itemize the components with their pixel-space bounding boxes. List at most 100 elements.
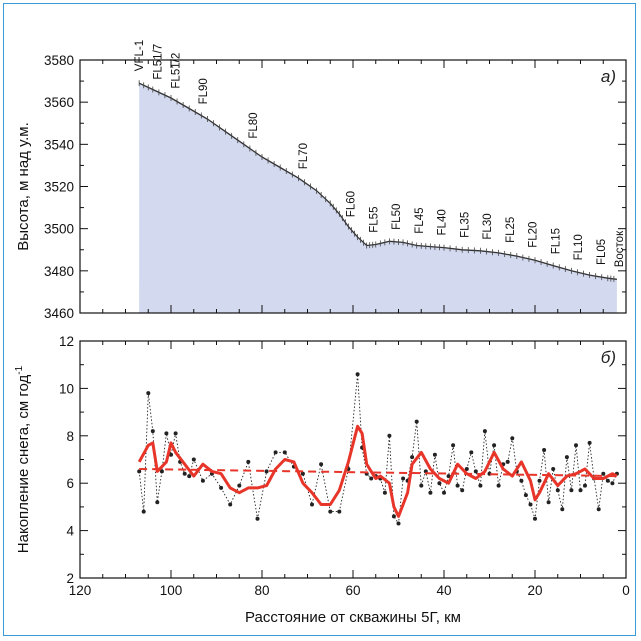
raw-accumulation-point <box>282 450 287 455</box>
raw-accumulation-point <box>605 478 610 483</box>
y-axis-label: Накопление снега, см год-1 <box>14 365 32 553</box>
y-tick-label: 3460 <box>44 306 74 321</box>
raw-accumulation-point <box>228 502 233 507</box>
station-label: FL70 <box>298 143 310 169</box>
raw-accumulation-point <box>396 521 401 526</box>
raw-accumulation-point <box>182 471 187 476</box>
station-label: FL90 <box>198 78 210 104</box>
y-tick-label: 2 <box>66 571 74 586</box>
station-label: FL50 <box>391 204 403 230</box>
x-tick-label: 20 <box>527 583 542 598</box>
raw-accumulation-point <box>555 488 560 493</box>
x-tick-label: 60 <box>345 583 360 598</box>
raw-accumulation-point <box>146 391 151 396</box>
raw-accumulation-point <box>446 474 451 479</box>
station-label: FL20 <box>528 222 540 248</box>
station-label: FL55 <box>368 207 380 233</box>
raw-accumulation-point <box>187 474 192 479</box>
y-tick-label: 3540 <box>44 137 74 152</box>
x-tick-label: 120 <box>69 583 92 598</box>
raw-accumulation-point <box>551 467 556 471</box>
raw-accumulation-point <box>410 455 415 460</box>
raw-accumulation-point <box>155 500 160 505</box>
station-label: FL15 <box>550 228 562 254</box>
y-tick-label: 3560 <box>44 95 74 110</box>
raw-accumulation-point <box>455 483 460 488</box>
x-tick-label: 40 <box>436 583 451 598</box>
raw-accumulation-point <box>601 471 606 476</box>
y-tick-label: 10 <box>59 381 74 396</box>
raw-accumulation-point <box>255 516 260 521</box>
raw-accumulation-point <box>473 469 478 474</box>
y-axis-label-text: Накопление снега, см год <box>15 374 32 553</box>
raw-accumulation-point <box>200 478 205 483</box>
station-label: VFL-1 <box>134 40 146 71</box>
raw-accumulation-point <box>173 431 178 436</box>
y-axis-label: Высота, м над у.м. <box>15 122 32 251</box>
y-axis-label-text: Высота, м над у.м. <box>15 122 32 251</box>
raw-accumulation-point <box>319 462 324 467</box>
raw-accumulation-point <box>437 481 442 486</box>
raw-accumulation-point <box>596 507 601 512</box>
raw-accumulation-point <box>414 419 419 424</box>
raw-accumulation-point <box>391 514 396 519</box>
raw-accumulation-point <box>428 490 433 495</box>
y-tick-label: 6 <box>66 476 74 491</box>
raw-accumulation-point <box>237 483 242 488</box>
raw-accumulation-point <box>159 469 164 474</box>
raw-accumulation-point <box>569 488 574 493</box>
raw-accumulation-point <box>310 502 314 507</box>
y-tick-label: 8 <box>66 429 74 444</box>
station-label: FL35 <box>459 212 471 238</box>
raw-accumulation-point <box>492 443 497 448</box>
trend-line <box>139 467 617 478</box>
raw-accumulation-point <box>546 500 551 505</box>
raw-accumulation-point <box>387 433 392 438</box>
raw-accumulation-point <box>583 483 587 488</box>
raw-accumulation-point <box>610 481 615 486</box>
raw-accumulation-point <box>219 485 224 490</box>
x-axis-label: Расстояние от скважины 5Г, км <box>245 609 461 626</box>
y-tick-label: 3520 <box>44 180 74 195</box>
raw-accumulation-point <box>469 450 474 455</box>
station-label: FL25 <box>505 217 517 243</box>
raw-accumulation-point <box>496 483 501 488</box>
raw-accumulation-point <box>273 450 278 455</box>
station-label: FL40 <box>437 209 449 235</box>
raw-accumulation-point <box>191 457 196 462</box>
y-tick-label: 12 <box>59 334 74 349</box>
raw-accumulation-point <box>150 429 155 434</box>
raw-accumulation-point <box>246 459 251 464</box>
station-label: FL60 <box>346 191 358 217</box>
raw-accumulation-point <box>432 452 437 457</box>
raw-accumulation-point <box>355 372 360 377</box>
raw-accumulation-point <box>451 443 456 448</box>
raw-accumulation-point <box>578 488 583 493</box>
y-tick-label: 3580 <box>44 53 74 68</box>
panel-tag: б) <box>601 348 616 367</box>
raw-accumulation-point <box>164 431 169 436</box>
station-label: FL30 <box>482 213 494 239</box>
raw-accumulation-point <box>505 459 510 464</box>
raw-accumulation-point <box>587 440 592 445</box>
elevation-line <box>138 82 617 280</box>
raw-accumulation-point <box>419 483 424 488</box>
raw-accumulation-point <box>169 452 173 457</box>
raw-accumulation-point <box>369 476 374 481</box>
raw-accumulation-point <box>460 488 465 493</box>
raw-accumulation-point <box>482 429 487 434</box>
raw-accumulation-point <box>478 483 483 488</box>
y-tick-label: 3500 <box>44 222 74 237</box>
station-label: FL51/7 <box>152 44 164 80</box>
station-label: FL80 <box>248 112 260 138</box>
raw-accumulation-point <box>574 443 578 448</box>
raw-accumulation-point <box>141 509 146 514</box>
panel-tag: а) <box>601 67 616 86</box>
raw-accumulation-point <box>523 493 528 498</box>
raw-accumulation-point <box>528 502 533 507</box>
elevation-area <box>139 83 617 313</box>
raw-accumulation-point <box>337 509 342 514</box>
plot-box <box>79 340 627 579</box>
x-tick-label: 0 <box>622 583 630 598</box>
